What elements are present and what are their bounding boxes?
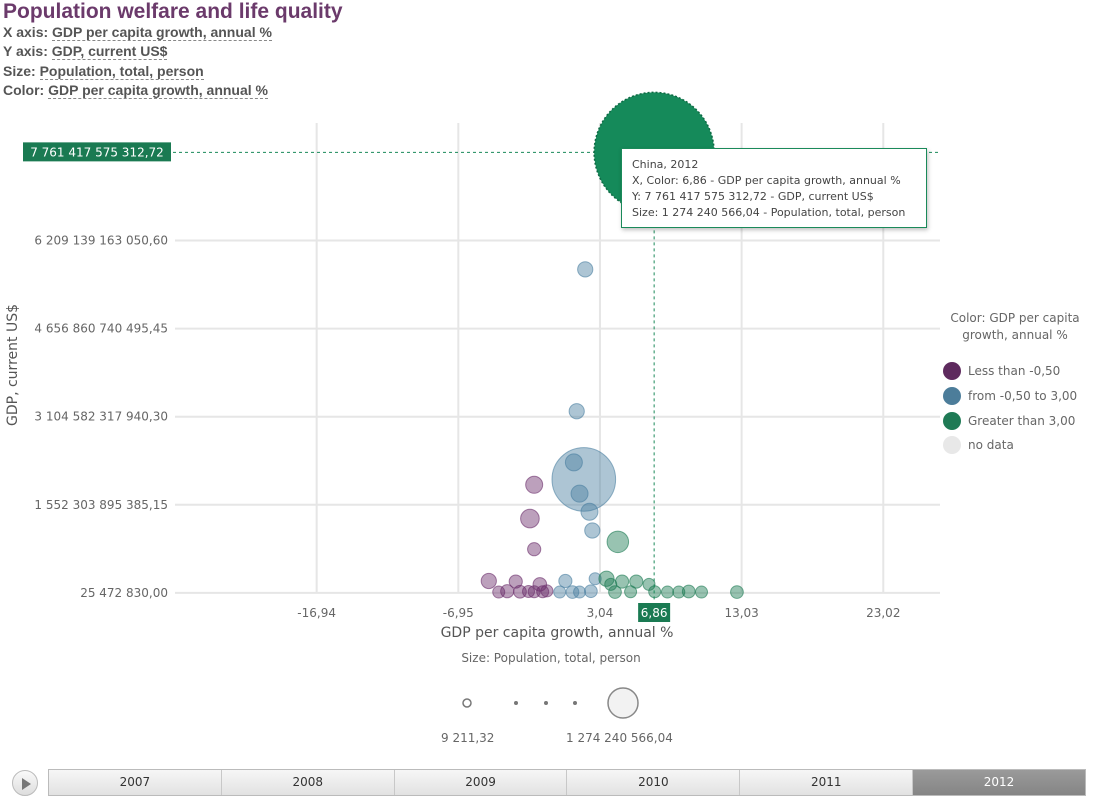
size-key: Size: <box>3 63 36 79</box>
tooltip: China, 2012 X, Color: 6,86 - GDP per cap… <box>621 148 927 228</box>
y-tick-label: 4 656 860 740 495,45 <box>34 322 168 336</box>
legend-swatch <box>943 362 961 380</box>
y-tick-label: 1 552 303 895 385,15 <box>34 498 168 512</box>
bubble <box>580 502 599 521</box>
size-legend-min: 9 211,32 <box>441 731 495 745</box>
tooltip-line-y: Y: 7 761 417 575 312,72 - GDP, current U… <box>632 190 874 203</box>
bubble <box>624 585 638 599</box>
legend-swatch <box>943 387 961 405</box>
x-axis-selector[interactable]: GDP per capita growth, annual % <box>52 24 272 41</box>
x-tick-label: -6,95 <box>443 606 474 620</box>
y-tick-label: 3 104 582 317 940,30 <box>34 410 168 424</box>
bubble <box>558 573 573 589</box>
play-button[interactable] <box>12 770 38 796</box>
bubble <box>660 585 674 599</box>
y-axis-title: GDP, current US$ <box>5 304 21 426</box>
bubble <box>577 261 594 278</box>
bubble <box>553 585 567 599</box>
legend-label: Less than -0,50 <box>968 364 1061 378</box>
tooltip-line-size: Size: 1 274 240 566,04 - Population, tot… <box>632 206 906 219</box>
bubble <box>588 572 602 586</box>
bubble <box>730 585 744 599</box>
color-key: Color: <box>3 82 45 98</box>
y-axis-descriptor: Y axis: GDP, current US$ <box>3 43 168 60</box>
tooltip-line-x: X, Color: 6,86 - GDP per capita growth, … <box>632 174 901 187</box>
bubble <box>584 522 601 539</box>
y-axis-key: Y axis: <box>3 43 48 59</box>
year-tab-2012[interactable]: 2012 <box>913 770 1085 795</box>
tooltip-line-name: China, 2012 <box>632 158 699 171</box>
x-tick-label: 3,04 <box>587 606 614 620</box>
y-value-label: 7 761 417 575 312,72 <box>30 145 164 159</box>
x-axis-descriptor: X axis: GDP per capita growth, annual % <box>3 24 272 41</box>
bubble <box>480 572 497 590</box>
y-axis-ticks: 25 472 830,00 1 552 303 895 385,15 3 104 5… <box>34 233 168 599</box>
bubble <box>525 475 544 494</box>
bubble <box>608 585 622 599</box>
bubble <box>604 577 618 591</box>
size-legend-dot <box>573 701 577 705</box>
chart-title: Population welfare and life quality <box>3 0 343 23</box>
size-selector[interactable]: Population, total, person <box>39 63 204 80</box>
bubble <box>573 585 587 599</box>
size-legend-max: 1 274 240 566,04 <box>566 731 673 745</box>
bubble <box>527 585 541 599</box>
bubble <box>606 530 630 554</box>
year-tab-2011[interactable]: 2011 <box>740 770 914 795</box>
year-tab-2008[interactable]: 2008 <box>221 770 395 795</box>
bubble <box>570 484 589 503</box>
x-value-box <box>638 603 671 622</box>
size-legend-title: Size: Population, total, person <box>461 651 641 665</box>
y-tick-label: 6 209 139 163 050,60 <box>34 233 168 247</box>
legend-swatch <box>943 412 961 430</box>
bubble <box>584 584 598 599</box>
bubble <box>540 584 554 598</box>
x-tick-label: -16,94 <box>297 606 336 620</box>
legend-label: from -0,50 to 3,00 <box>968 389 1078 403</box>
legend-item-greater-than[interactable]: Greater than 3,00 <box>943 411 1075 431</box>
color-descriptor: Color: GDP per capita growth, annual % <box>3 82 269 99</box>
bubble <box>527 542 542 557</box>
y-value-box <box>23 142 171 162</box>
x-axis-key: X axis: <box>3 24 49 40</box>
size-descriptor: Size: Population, total, person <box>3 63 204 80</box>
legend-label: no data <box>968 438 1014 452</box>
bubble <box>492 585 506 599</box>
bubble <box>648 585 662 599</box>
size-legend-min-circle <box>462 698 472 708</box>
size-legend-max-circle <box>607 687 639 719</box>
legend-label: Greater than 3,00 <box>968 414 1076 428</box>
bubble <box>629 574 644 589</box>
bubble <box>551 447 617 512</box>
legend-item-no-data[interactable]: no data <box>943 435 1014 455</box>
year-tab-2007[interactable]: 2007 <box>49 770 222 795</box>
bubble <box>520 508 540 529</box>
bubble <box>508 574 523 589</box>
x-value-label: 6,86 <box>641 606 668 620</box>
bubble <box>598 570 615 587</box>
legend-item-range[interactable]: from -0,50 to 3,00 <box>943 386 1077 406</box>
bubble-layer <box>480 261 744 599</box>
x-axis-title: GDP per capita growth, annual % <box>441 625 674 641</box>
size-legend-dot <box>514 701 518 705</box>
color-selector[interactable]: GDP per capita growth, annual % <box>48 82 269 99</box>
bubble <box>568 403 585 420</box>
bubble <box>564 453 583 472</box>
year-tab-2009[interactable]: 2009 <box>394 770 568 795</box>
color-legend-title: Color: GDP per capita growth, annual % <box>950 311 1080 342</box>
legend-item-less-than[interactable]: Less than -0,50 <box>943 361 1060 381</box>
y-axis-selector[interactable]: GDP, current US$ <box>51 43 168 60</box>
legend-swatch <box>943 436 961 454</box>
bubble <box>672 585 686 599</box>
year-tab-2010[interactable]: 2010 <box>567 770 741 795</box>
size-legend-shapes <box>462 687 639 719</box>
y-tick-label: 25 472 830,00 <box>80 586 168 600</box>
bubble <box>694 585 708 599</box>
size-legend-dot <box>544 701 548 705</box>
x-tick-label: 13,03 <box>724 606 758 620</box>
x-tick-label: 23,02 <box>866 606 900 620</box>
year-timeline: 2007 2008 2009 2010 2011 2012 <box>48 769 1086 796</box>
x-axis-ticks: -16,94 -6,95 3,04 13,03 23,02 <box>297 606 900 620</box>
